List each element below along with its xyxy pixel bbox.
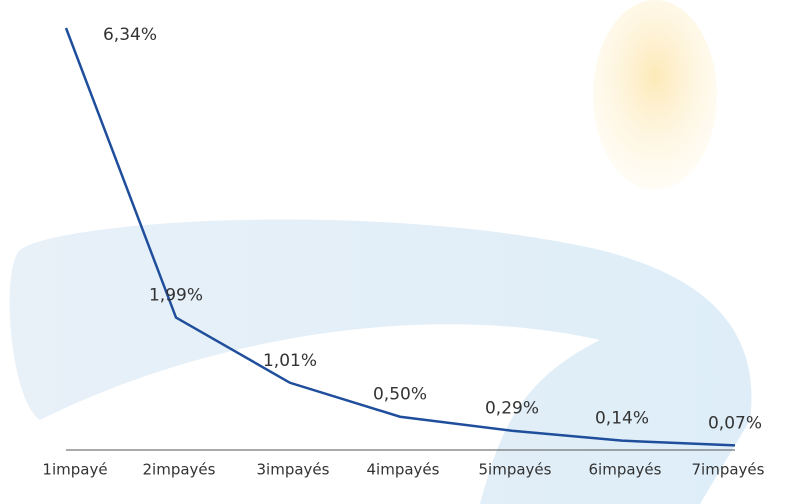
value-label: 0,14% xyxy=(595,409,649,429)
x-tick-label: 2impayés xyxy=(143,461,216,479)
x-tick-label: 7impayés xyxy=(692,461,765,479)
x-tick-label: 5impayés xyxy=(479,461,552,479)
x-tick-label: 6impayés xyxy=(589,461,662,479)
chart: 1impayé 2impayés 3impayés 4impayés 5impayés 6… xyxy=(0,0,786,504)
value-label: 1,01% xyxy=(263,351,317,371)
value-label: 0,07% xyxy=(708,413,762,433)
x-tick-label: 3impayés xyxy=(257,461,330,479)
value-label: 0,29% xyxy=(485,399,539,419)
value-label: 1,99% xyxy=(149,286,203,306)
x-tick-label: 1impayé xyxy=(42,461,107,479)
x-tick-label: 4impayés xyxy=(367,461,440,479)
value-label: 6,34% xyxy=(103,25,157,45)
value-label: 0,50% xyxy=(373,385,427,405)
